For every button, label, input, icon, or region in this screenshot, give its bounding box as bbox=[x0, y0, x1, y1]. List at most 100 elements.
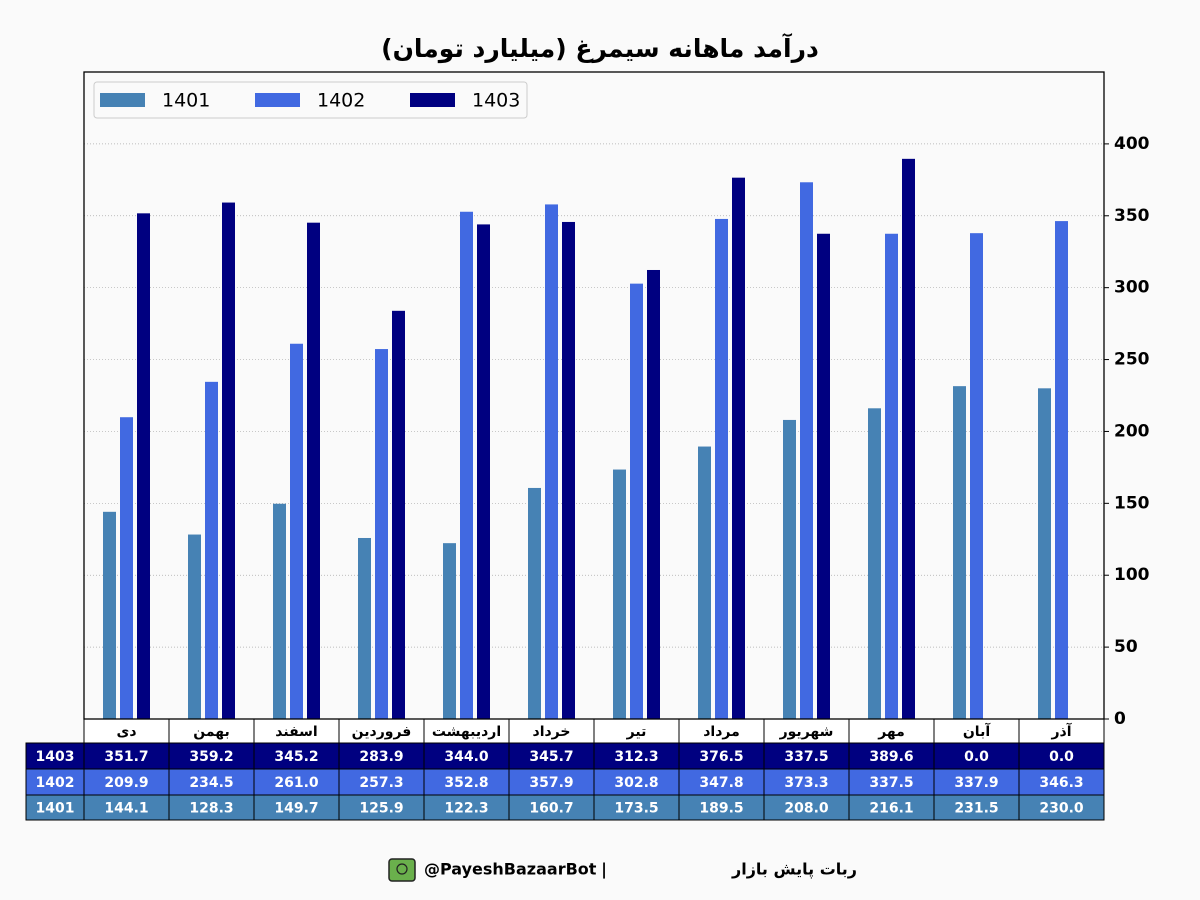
table-header-cell bbox=[1018, 718, 1105, 744]
table-cell bbox=[83, 742, 170, 770]
table-value: 144.1 bbox=[104, 801, 148, 817]
bot-icon-eye bbox=[396, 863, 408, 875]
table-cell bbox=[168, 794, 255, 821]
table-cell bbox=[678, 794, 765, 821]
bar bbox=[885, 233, 898, 719]
table-value: 189.5 bbox=[699, 801, 743, 817]
table-cell bbox=[83, 794, 170, 821]
chart-title: درآمد ماهانه سیمرغ (میلیارد تومان) bbox=[381, 33, 819, 64]
table-value: 357.9 bbox=[529, 775, 573, 791]
y-tick-label: 150 bbox=[1114, 493, 1150, 513]
bar bbox=[1055, 221, 1068, 720]
bar bbox=[392, 310, 405, 719]
bar bbox=[647, 269, 660, 719]
table-row-header bbox=[25, 794, 85, 821]
table-header-label: اسفند bbox=[275, 724, 317, 740]
table-header-label: اردیبهشت bbox=[432, 724, 501, 740]
bar bbox=[375, 349, 388, 719]
bar bbox=[953, 386, 966, 719]
table-cell bbox=[1018, 768, 1105, 796]
table-cell bbox=[933, 742, 1020, 770]
y-tick-label: 300 bbox=[1114, 278, 1150, 298]
legend-swatch bbox=[255, 93, 300, 107]
table-value: 209.9 bbox=[104, 775, 148, 791]
bar bbox=[630, 283, 643, 719]
bar bbox=[460, 211, 473, 719]
table-value: 208.0 bbox=[784, 801, 829, 817]
bar bbox=[443, 543, 456, 719]
table-cell bbox=[848, 768, 935, 796]
table-header-label: آبان bbox=[963, 722, 991, 740]
table-cell bbox=[848, 742, 935, 770]
table-value: 373.3 bbox=[784, 775, 828, 791]
table-value: 216.1 bbox=[869, 801, 913, 817]
table-value: 312.3 bbox=[614, 749, 658, 765]
table-value: 337.5 bbox=[869, 775, 913, 791]
table-row-label: 1401 bbox=[36, 801, 75, 817]
table-cell bbox=[253, 742, 340, 770]
table-row-label: 1403 bbox=[36, 749, 75, 765]
footer-handle: @PayeshBazaarBot bbox=[424, 860, 597, 879]
table-value: 0.0 bbox=[1049, 749, 1074, 765]
table-row-header bbox=[25, 742, 85, 770]
table-value: 376.5 bbox=[699, 749, 743, 765]
table-cell bbox=[508, 742, 595, 770]
footer-separator: | bbox=[601, 860, 607, 880]
y-tick-label: 200 bbox=[1114, 421, 1150, 441]
table-cell bbox=[168, 742, 255, 770]
table-cell bbox=[763, 768, 850, 796]
table-header-label: فروردین bbox=[352, 724, 412, 740]
bar bbox=[800, 182, 813, 719]
table-header-label: آذر bbox=[1050, 722, 1072, 740]
table-value: 149.7 bbox=[274, 801, 318, 817]
table-value: 261.0 bbox=[274, 775, 319, 791]
table-value: 234.5 bbox=[189, 775, 233, 791]
table-value: 351.7 bbox=[104, 749, 148, 765]
table-cell bbox=[83, 768, 170, 796]
legend-swatch bbox=[410, 93, 455, 107]
y-tick-label: 50 bbox=[1114, 637, 1138, 657]
table-value: 344.0 bbox=[444, 749, 489, 765]
y-tick-label: 100 bbox=[1114, 565, 1150, 585]
bar bbox=[528, 487, 541, 719]
table-cell bbox=[763, 794, 850, 821]
table-header-cell bbox=[508, 718, 595, 744]
table-cell bbox=[1018, 742, 1105, 770]
bar bbox=[698, 446, 711, 719]
bar bbox=[222, 202, 235, 719]
y-tick-label: 0 bbox=[1114, 709, 1126, 729]
table-cell bbox=[848, 794, 935, 821]
table-cell bbox=[593, 794, 680, 821]
bar bbox=[970, 233, 983, 719]
table-value: 352.8 bbox=[444, 775, 488, 791]
table-value: 346.3 bbox=[1039, 775, 1083, 791]
table-value: 230.0 bbox=[1039, 801, 1084, 817]
table-value: 302.8 bbox=[614, 775, 658, 791]
table-header-label: مرداد bbox=[703, 724, 740, 740]
table-row-label: 1402 bbox=[36, 775, 75, 791]
footer-bot-name: ربات پایش بازار bbox=[731, 860, 857, 880]
table-cell bbox=[508, 768, 595, 796]
table-cell bbox=[423, 794, 510, 821]
bar bbox=[783, 419, 796, 719]
table-header-label: شهریور bbox=[779, 724, 834, 740]
bar bbox=[205, 381, 218, 719]
bar bbox=[307, 222, 320, 719]
table-value: 173.5 bbox=[614, 801, 658, 817]
table-value: 345.2 bbox=[274, 749, 318, 765]
table-value: 128.3 bbox=[189, 801, 233, 817]
plot-frame bbox=[83, 71, 1105, 720]
table-cell bbox=[423, 768, 510, 796]
bar bbox=[613, 469, 626, 719]
bar bbox=[545, 204, 558, 720]
table-value: 337.9 bbox=[954, 775, 998, 791]
table-value: 345.7 bbox=[529, 749, 573, 765]
table-value: 347.8 bbox=[699, 775, 743, 791]
y-tick-label: 250 bbox=[1114, 350, 1150, 370]
bar bbox=[732, 177, 745, 720]
bar bbox=[290, 343, 303, 719]
bar bbox=[477, 224, 490, 719]
legend-box bbox=[93, 81, 528, 119]
bar bbox=[103, 511, 116, 719]
